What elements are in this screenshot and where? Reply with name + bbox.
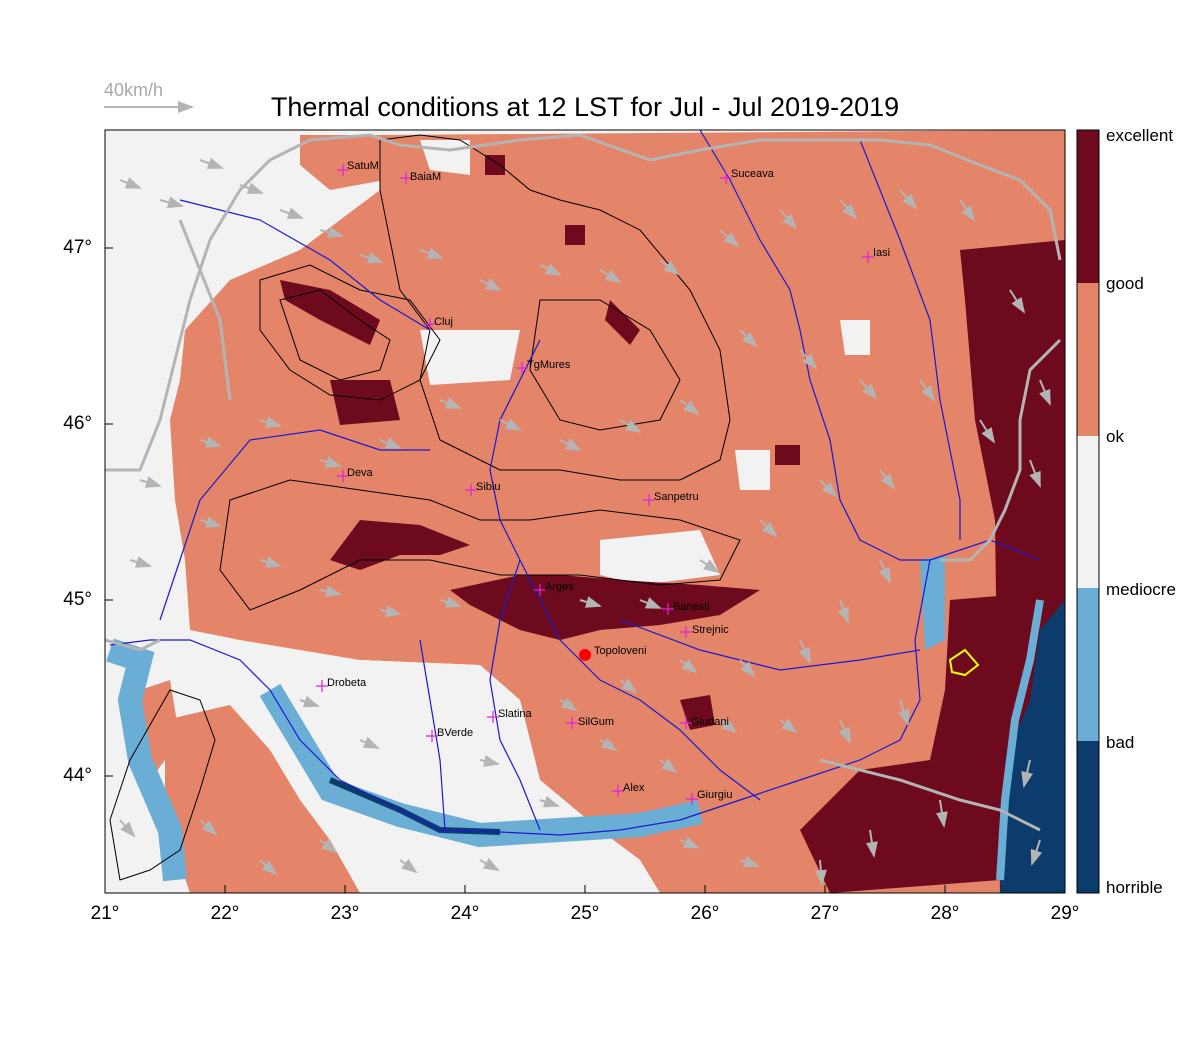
bad-danube-band <box>106 638 187 882</box>
lon-label-25: 25° <box>570 903 600 924</box>
site-marker-topoloveni <box>579 649 591 661</box>
lon-label-29: 29° <box>1050 903 1080 924</box>
ok-patch-sanpetru <box>600 530 720 585</box>
city-markers <box>316 164 874 805</box>
excellent-delta <box>800 595 1020 893</box>
lon-label-23: 23° <box>330 903 360 924</box>
legend-colorbar <box>1076 129 1100 894</box>
axis-ticks <box>104 247 1066 893</box>
legend-swatch-ok <box>1077 436 1099 588</box>
excellent-fagaras <box>330 520 470 570</box>
excellent-ne <box>485 155 505 175</box>
city-label: Giudani <box>691 716 729 728</box>
legend-label-good: good <box>1106 274 1144 293</box>
city-label: SilGum <box>578 716 615 728</box>
legend-label-horrible: horrible <box>1106 878 1163 897</box>
legend-swatch-excellent <box>1077 130 1099 283</box>
city-label: Giurgiu <box>697 789 733 801</box>
city-label: Arges <box>545 581 574 593</box>
lat-label-47: 47° <box>63 237 92 258</box>
lon-label-28: 28° <box>930 903 960 924</box>
map-title: Thermal conditions at 12 LST for Jul - J… <box>270 92 900 122</box>
city-label: Banesti <box>673 601 710 613</box>
city-label: Strejnic <box>692 624 729 636</box>
wind-scale-label: 40km/h <box>104 80 164 100</box>
excellent-apuseni <box>330 380 400 425</box>
bad-danube-band-south <box>259 683 703 848</box>
city-label: SatuM <box>347 160 379 172</box>
lon-label-24: 24° <box>450 903 480 924</box>
legend-swatch-horrible <box>1077 741 1099 893</box>
excellent-nw <box>280 280 380 345</box>
city-label: Alex <box>623 782 645 794</box>
lat-label-46: 46° <box>63 413 92 434</box>
excellent-giudani <box>680 695 715 730</box>
borders <box>105 133 1062 832</box>
city-label: Sanpetru <box>654 491 699 503</box>
ok-patch-east <box>840 320 870 355</box>
bad-coast <box>996 599 1044 881</box>
map-plot-area <box>105 130 1065 893</box>
excellent-arges <box>450 575 760 640</box>
lon-label-26: 26° <box>690 903 720 924</box>
city-label: Topoloveni <box>594 645 647 657</box>
city-label: Sibiu <box>476 481 501 493</box>
legend-frame <box>1076 129 1100 894</box>
excellent-e2 <box>775 445 800 465</box>
city-label: TgMures <box>527 359 571 371</box>
legend-swatch-bad <box>1077 588 1099 741</box>
lon-label-21: 21° <box>90 903 120 924</box>
lat-label-45: 45° <box>63 589 92 610</box>
ok-patch-center <box>420 330 520 385</box>
lat-label-44: 44° <box>63 765 92 786</box>
good-region-sw <box>165 705 360 893</box>
legend-label-bad: bad <box>1106 733 1135 752</box>
city-label: Deva <box>347 467 373 479</box>
legend-swatch-good <box>1077 283 1099 436</box>
city-label: Drobeta <box>327 677 367 689</box>
legend-label-mediocre: mediocre <box>1106 580 1176 599</box>
city-label: BaiaM <box>410 171 442 183</box>
legend-label-ok: ok <box>1106 427 1124 446</box>
city-label: BVerde <box>437 727 474 739</box>
city-label: Cluj <box>434 316 453 328</box>
ok-patch-se <box>735 450 770 490</box>
wind-arrows <box>119 157 1051 886</box>
lon-label-22: 22° <box>210 903 240 924</box>
lake-contour <box>948 648 980 677</box>
city-label: Iasi <box>873 247 891 259</box>
excellent-n2 <box>565 225 585 245</box>
excellent-north <box>605 300 640 345</box>
city-label: Suceava <box>731 168 774 180</box>
terrain-contours <box>109 134 741 881</box>
legend-label-excellent: excellent <box>1106 126 1174 145</box>
good-region-nw <box>300 135 385 190</box>
lon-label-27: 27° <box>810 903 840 924</box>
city-label: Slatina <box>498 708 532 720</box>
